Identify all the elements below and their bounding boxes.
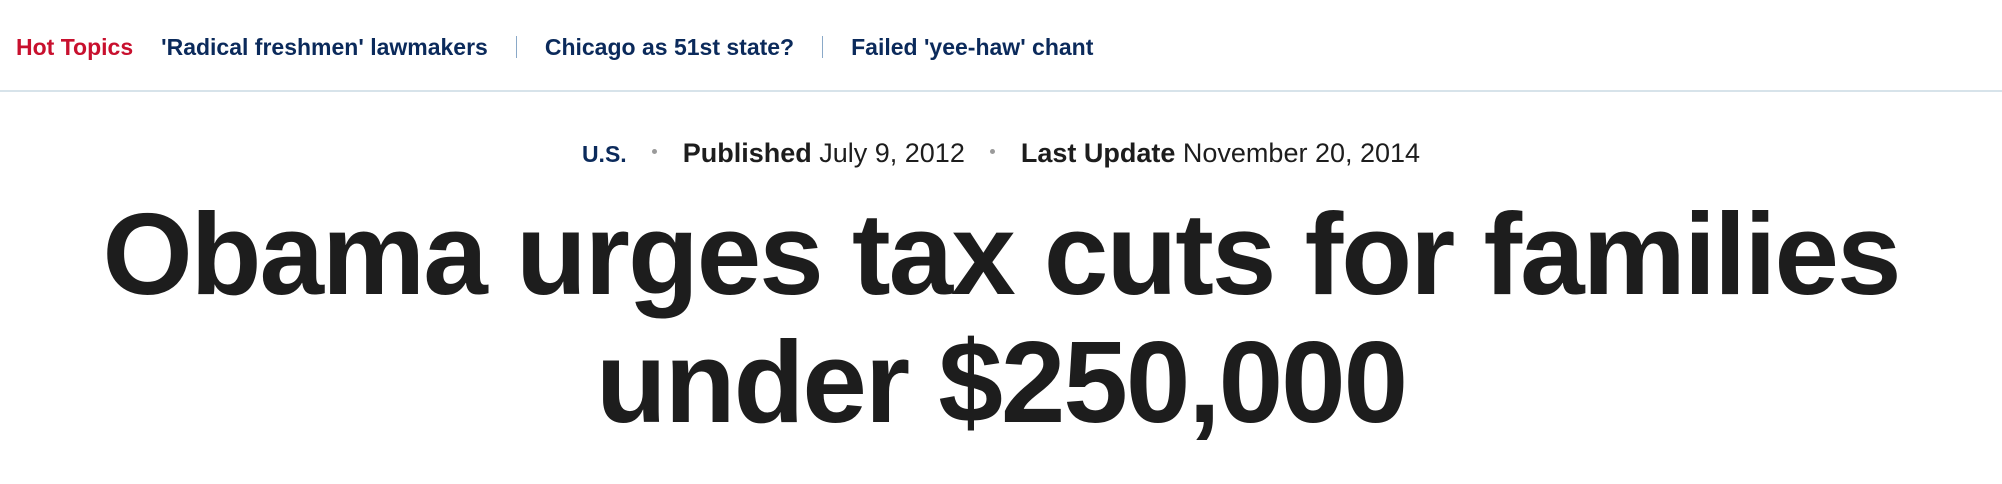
hot-topic-link-yee-haw-chant[interactable]: Failed 'yee-haw' chant: [851, 33, 1094, 60]
hot-topics-bar: Hot Topics 'Radical freshmen' lawmakers …: [0, 0, 2002, 92]
meta-dot-separator: [990, 149, 996, 155]
hot-topics-label: Hot Topics: [16, 33, 134, 60]
headline-line-1: Obama urges tax cuts for families: [102, 189, 1901, 319]
section-link[interactable]: U.S.: [581, 141, 627, 167]
last-update-date: November 20, 2014: [1182, 138, 1421, 168]
hot-topics-list: Hot Topics 'Radical freshmen' lawmakers …: [16, 30, 1093, 64]
topic-separator: [822, 36, 824, 58]
topic-separator: [515, 36, 517, 58]
published-label: Published: [682, 138, 820, 168]
published-date: July 9, 2012: [819, 138, 965, 168]
hot-topic-link-chicago-51st-state[interactable]: Chicago as 51st state?: [544, 33, 795, 60]
headline-line-2: under $250,000: [595, 317, 1408, 447]
article-meta: U.S. Published July 9, 2012 Last Update …: [0, 138, 2002, 169]
hot-topic-link-radical-freshmen[interactable]: 'Radical freshmen' lawmakers: [161, 33, 488, 60]
last-update-label: Last Update: [1020, 138, 1183, 168]
article-headline: Obama urges tax cuts for families under …: [0, 190, 2002, 446]
meta-dot-separator: [652, 149, 658, 155]
